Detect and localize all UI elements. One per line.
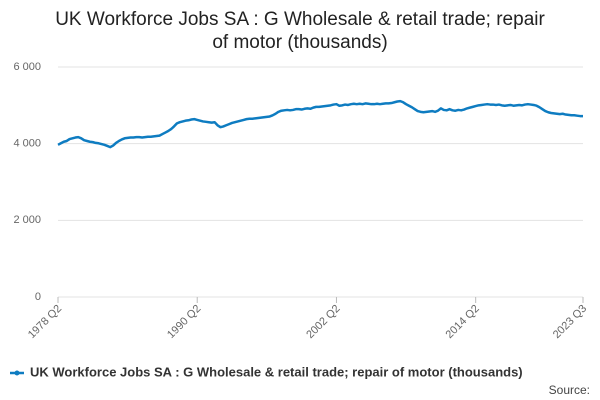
x-tick-label: 2002 Q2 [304, 303, 342, 341]
chart-title: of motor (thousands) [212, 32, 387, 53]
x-tick-label: 1990 Q2 [165, 303, 203, 341]
legend-label: UK Workforce Jobs SA : G Wholesale & ret… [30, 364, 523, 379]
chart-title: UK Workforce Jobs SA : G Wholesale & ret… [55, 9, 545, 30]
data-line [57, 99, 583, 149]
y-tick-label: 6 000 [13, 61, 41, 73]
source-label: Source: [549, 383, 590, 397]
legend-marker [14, 370, 20, 376]
x-tick-label: 1978 Q2 [26, 303, 64, 341]
y-tick-label: 4 000 [13, 138, 41, 150]
y-tick-label: 0 [35, 291, 41, 303]
x-tick-label: 2014 Q2 [444, 303, 482, 341]
y-tick-label: 2 000 [13, 214, 41, 226]
x-tick-label: 2023 Q3 [551, 303, 589, 341]
